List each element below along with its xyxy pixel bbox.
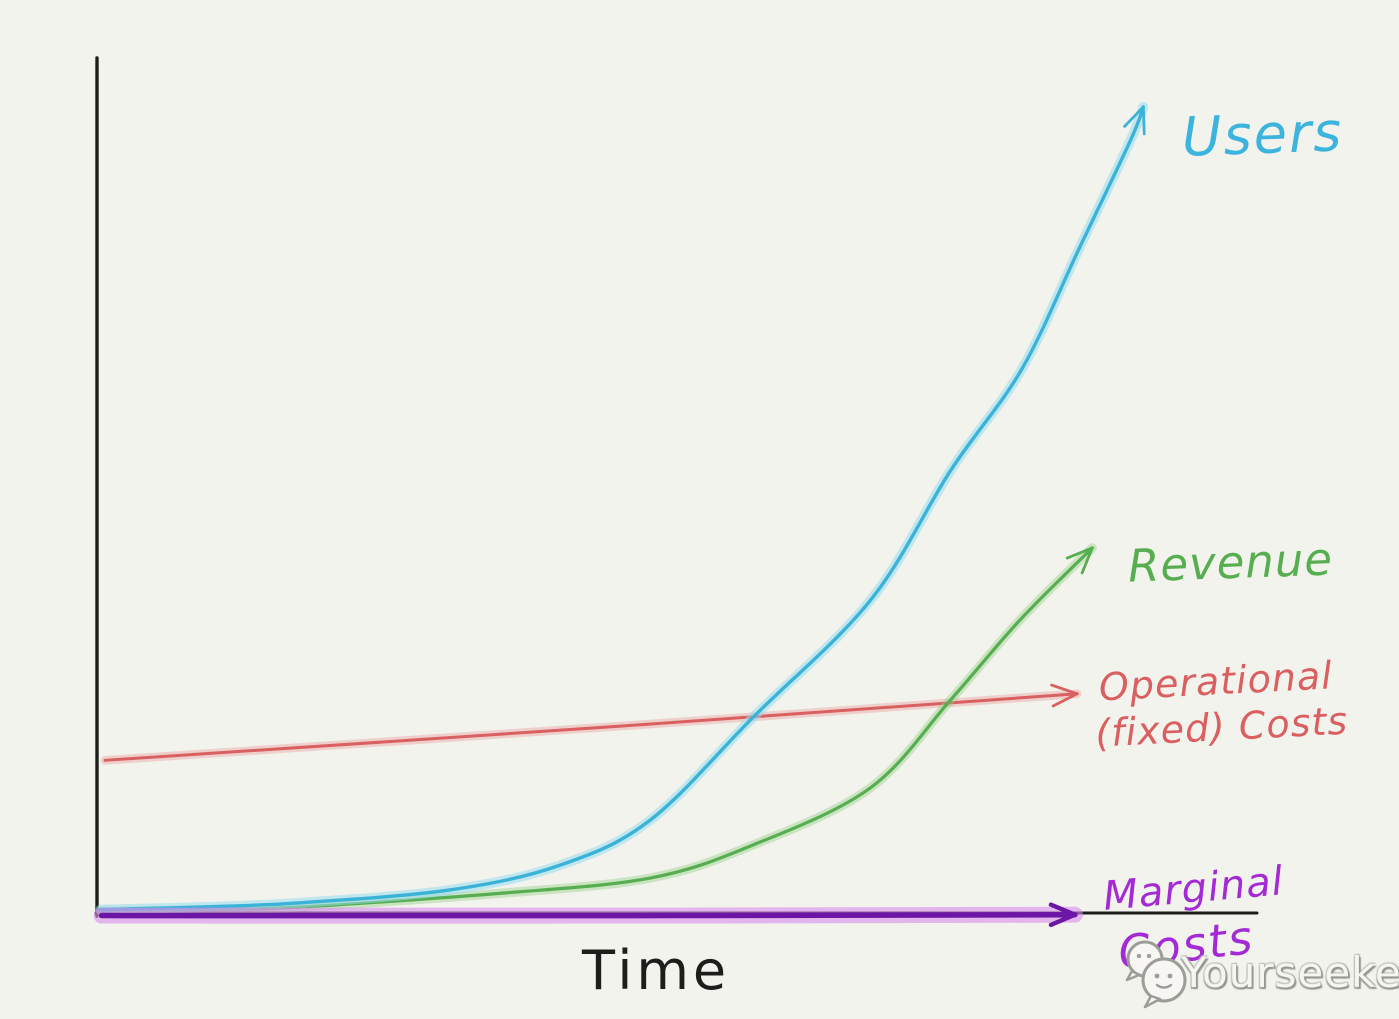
curve-line-marginal-costs xyxy=(98,911,1078,919)
series-label-revenue: Revenue xyxy=(1127,532,1334,593)
watermark: Yourseeker xyxy=(1115,933,1399,1011)
arrowhead-operational-fixed-costs xyxy=(1050,683,1079,708)
arrowhead-revenue xyxy=(1065,546,1094,575)
curve-line-users xyxy=(98,105,1146,912)
series-label-users: Users xyxy=(1180,100,1345,169)
chat-bubbles-icon xyxy=(1125,940,1187,1009)
arrowhead-marginal-costs xyxy=(1048,902,1078,928)
curve-marginal-costs xyxy=(93,902,1083,928)
watermark-text: Yourseeker xyxy=(1181,947,1399,997)
curve-operational-fixed-costs xyxy=(100,683,1082,765)
series-label-operational-costs: Operational (fixed) Costs xyxy=(1094,653,1349,755)
curve-glow-users xyxy=(95,101,1149,915)
x-axis-label: Time xyxy=(582,939,731,1002)
curve-users xyxy=(95,101,1149,915)
arrowhead-users xyxy=(1123,105,1146,136)
curve-line-operational-fixed-costs xyxy=(103,692,1079,762)
